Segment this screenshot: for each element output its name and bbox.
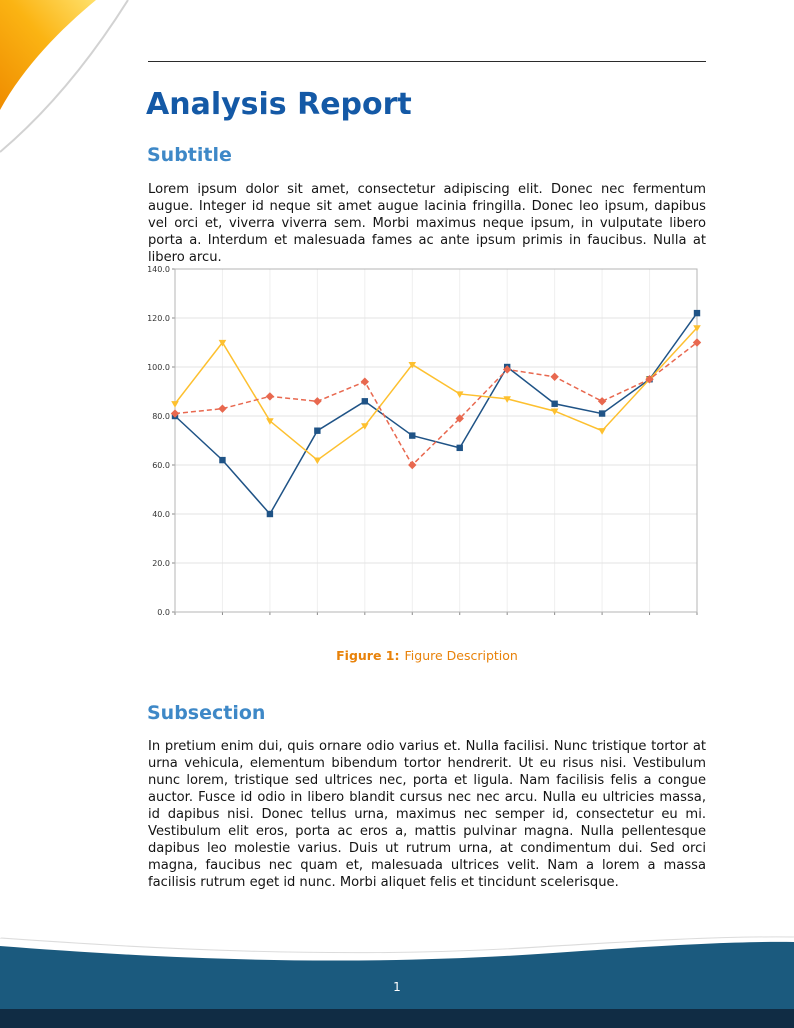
- footer-bottom-band: [0, 1009, 794, 1028]
- section-heading-subtitle: Subtitle: [147, 144, 232, 166]
- corner-orange-shape: [0, 0, 96, 110]
- svg-text:120.0: 120.0: [148, 314, 170, 323]
- svg-text:40.0: 40.0: [152, 510, 170, 519]
- corner-swoosh-decoration: [0, 0, 129, 153]
- svg-text:80.0: 80.0: [152, 412, 170, 421]
- footer-wave: [0, 936, 794, 1028]
- figure-caption-text: Figure Description: [404, 648, 518, 663]
- line-chart: 0.0 20.0 40.0 60.0 80.0 100.0 120.0 140.0: [147, 265, 702, 617]
- svg-text:60.0: 60.0: [152, 461, 170, 470]
- subsection-paragraph: In pretium enim dui, quis ornare odio va…: [148, 739, 706, 890]
- section-heading-subsection: Subsection: [147, 702, 266, 724]
- figure-1-chart: 0.0 20.0 40.0 60.0 80.0 100.0 120.0 140.0: [147, 262, 706, 620]
- page-title: Analysis Report: [146, 87, 412, 122]
- svg-text:0.0: 0.0: [157, 608, 170, 617]
- figure-caption: Figure 1: Figure Description: [148, 648, 706, 663]
- header-rule: [148, 61, 706, 62]
- footer-shadow-curve: [0, 936, 794, 954]
- svg-text:100.0: 100.0: [148, 363, 170, 372]
- svg-text:140.0: 140.0: [148, 265, 170, 274]
- corner-gray-arc: [0, 0, 129, 153]
- figure-caption-label: Figure 1:: [336, 648, 400, 663]
- svg-text:20.0: 20.0: [152, 559, 170, 568]
- page-number: 1: [393, 980, 401, 994]
- subtitle-paragraph: Lorem ipsum dolor sit amet, consectetur …: [148, 182, 706, 265]
